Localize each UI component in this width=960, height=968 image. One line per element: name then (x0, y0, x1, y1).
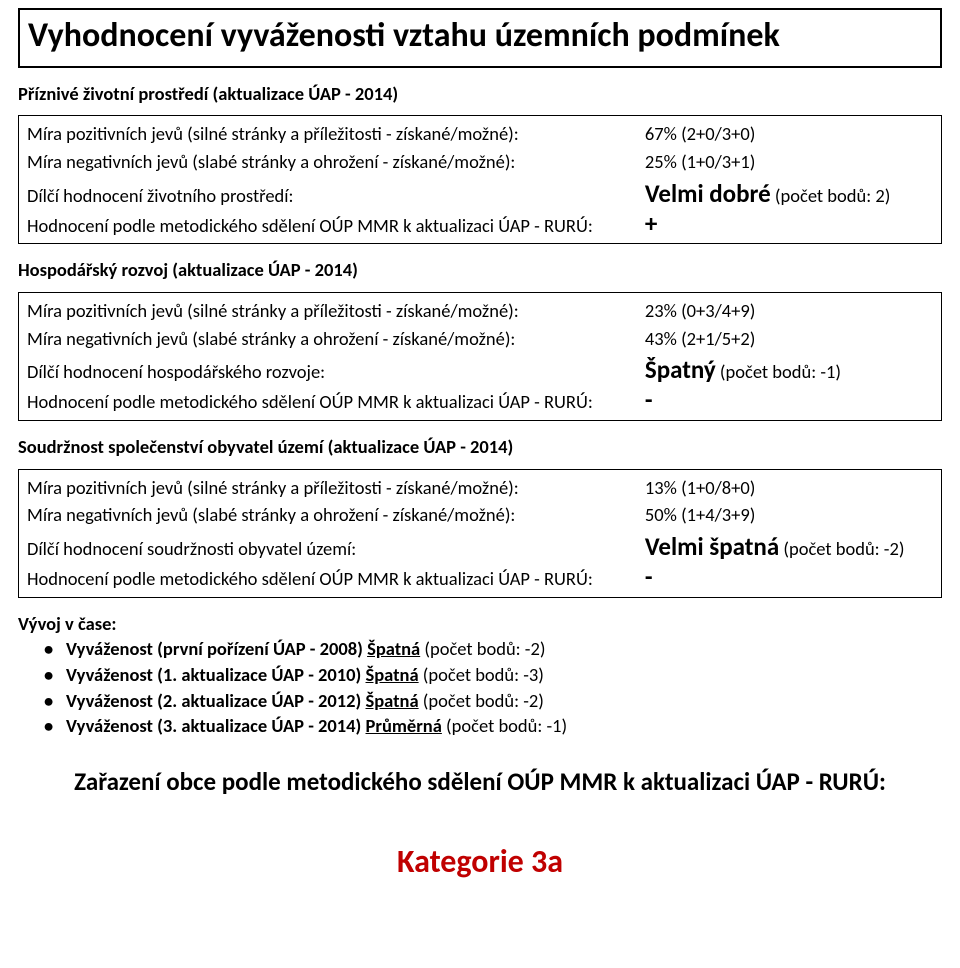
timeline-suffix: (počet bodů: -2) (419, 689, 544, 712)
timeline-prefix: Vyváženost (3. aktualizace ÚAP - 2014) (66, 714, 366, 737)
row-rating: Velmi špatná (počet bodů: -2) (637, 529, 942, 565)
symbol-text: - (645, 561, 653, 592)
row-label: Dílčí hodnocení soudržnosti obyvatel úze… (19, 529, 637, 565)
list-item: Vyváženost (první pořízení ÚAP - 2008) Š… (66, 637, 942, 661)
rating-text: Špatný (645, 354, 716, 385)
timeline-rating: Špatná (367, 637, 420, 660)
row-label: Míra pozitivních jevů (silné stránky a p… (19, 292, 637, 324)
timeline-prefix: Vyváženost (první pořízení ÚAP - 2008) (66, 637, 367, 660)
section-heading-environment: Příznivé životní prostředí (aktualizace … (18, 82, 942, 106)
table-row: Míra pozitivních jevů (silné stránky a p… (19, 292, 942, 324)
timeline-rating: Špatná (366, 689, 419, 712)
row-symbol: - (637, 388, 942, 420)
symbol-text: + (645, 208, 657, 239)
table-row: Hodnocení podle metodického sdělení OÚP … (19, 565, 942, 597)
section-table-economy: Míra pozitivních jevů (silné stránky a p… (18, 292, 942, 421)
rating-suffix: (počet bodů: -1) (716, 360, 841, 383)
timeline-heading: Vývoj v čase: (18, 612, 942, 636)
symbol-text: - (645, 384, 653, 415)
timeline-suffix: (počet bodů: -2) (420, 637, 545, 660)
list-item: Vyváženost (1. aktualizace ÚAP - 2010) Š… (66, 663, 942, 687)
row-label: Míra pozitivních jevů (silné stránky a p… (19, 116, 637, 148)
row-label: Hodnocení podle metodického sdělení OÚP … (19, 388, 637, 420)
row-value: 50% (1+4/3+9) (637, 501, 942, 529)
row-label: Hodnocení podle metodického sdělení OÚP … (19, 565, 637, 597)
list-item: Vyváženost (3. aktualizace ÚAP - 2014) P… (66, 714, 942, 738)
row-label: Míra pozitivních jevů (silné stránky a p… (19, 469, 637, 501)
row-value: 67% (2+0/3+0) (637, 116, 942, 148)
timeline-suffix: (počet bodů: -1) (442, 714, 567, 737)
page-title: Vyhodnocení vyváženosti vztahu územních … (18, 8, 942, 68)
rating-suffix: (počet bodů: 2) (771, 184, 891, 207)
list-item: Vyváženost (2. aktualizace ÚAP - 2012) Š… (66, 689, 942, 713)
rating-text: Velmi dobré (645, 178, 771, 209)
row-symbol: - (637, 565, 942, 597)
section-heading-economy: Hospodářský rozvoj (aktualizace ÚAP - 20… (18, 258, 942, 282)
row-rating: Špatný (počet bodů: -1) (637, 352, 942, 388)
section-heading-cohesion: Soudržnost společenství obyvatel území (… (18, 435, 942, 459)
rating-suffix: (počet bodů: -2) (779, 537, 904, 560)
timeline-prefix: Vyváženost (2. aktualizace ÚAP - 2012) (66, 689, 366, 712)
timeline-list: Vyváženost (první pořízení ÚAP - 2008) Š… (18, 637, 942, 738)
row-label: Míra negativních jevů (slabé stránky a o… (19, 501, 637, 529)
table-row: Hodnocení podle metodického sdělení OÚP … (19, 212, 942, 244)
row-label: Míra negativních jevů (slabé stránky a o… (19, 148, 637, 176)
row-label: Míra negativních jevů (slabé stránky a o… (19, 325, 637, 353)
table-row: Dílčí hodnocení hospodářského rozvoje: Š… (19, 352, 942, 388)
table-row: Míra negativních jevů (slabé stránky a o… (19, 148, 942, 176)
row-rating: Velmi dobré (počet bodů: 2) (637, 176, 942, 212)
table-row: Míra pozitivních jevů (silné stránky a p… (19, 116, 942, 148)
row-value: 43% (2+1/5+2) (637, 325, 942, 353)
row-value: 23% (0+3/4+9) (637, 292, 942, 324)
category-label: Kategorie 3a (18, 842, 942, 883)
rating-text: Velmi špatná (645, 531, 779, 562)
table-row: Dílčí hodnocení životního prostředí: Vel… (19, 176, 942, 212)
row-value: 25% (1+0/3+1) (637, 148, 942, 176)
row-label: Dílčí hodnocení hospodářského rozvoje: (19, 352, 637, 388)
table-row: Hodnocení podle metodického sdělení OÚP … (19, 388, 942, 420)
section-table-environment: Míra pozitivních jevů (silné stránky a p… (18, 115, 942, 244)
timeline-rating: Špatná (366, 663, 419, 686)
row-symbol: + (637, 212, 942, 244)
table-row: Dílčí hodnocení soudržnosti obyvatel úze… (19, 529, 942, 565)
timeline-prefix: Vyváženost (1. aktualizace ÚAP - 2010) (66, 663, 366, 686)
table-row: Míra negativních jevů (slabé stránky a o… (19, 325, 942, 353)
row-value: 13% (1+0/8+0) (637, 469, 942, 501)
row-label: Hodnocení podle metodického sdělení OÚP … (19, 212, 637, 244)
closing-text: Zařazení obce podle metodického sdělení … (18, 766, 942, 798)
row-label: Dílčí hodnocení životního prostředí: (19, 176, 637, 212)
table-row: Míra pozitivních jevů (silné stránky a p… (19, 469, 942, 501)
section-table-cohesion: Míra pozitivních jevů (silné stránky a p… (18, 469, 942, 598)
timeline-rating: Průměrná (366, 714, 442, 737)
table-row: Míra negativních jevů (slabé stránky a o… (19, 501, 942, 529)
timeline-suffix: (počet bodů: -3) (419, 663, 544, 686)
